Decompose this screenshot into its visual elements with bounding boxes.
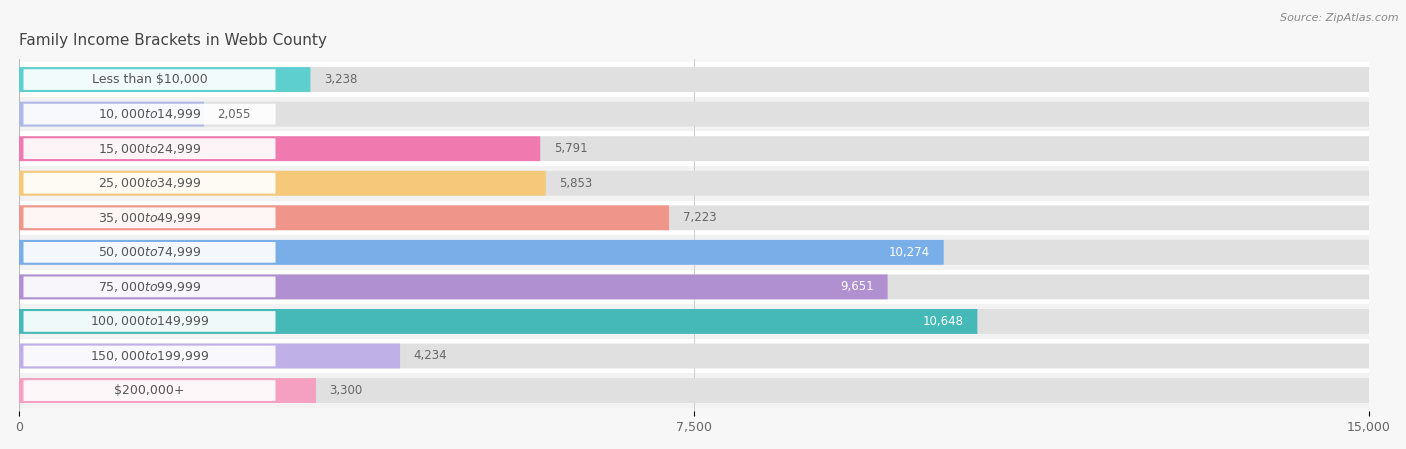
FancyBboxPatch shape (20, 101, 204, 127)
Text: Source: ZipAtlas.com: Source: ZipAtlas.com (1281, 13, 1399, 23)
Bar (20, 373, 1369, 408)
Text: Less than $10,000: Less than $10,000 (91, 73, 207, 86)
Text: 7,223: 7,223 (682, 211, 716, 224)
Text: 3,300: 3,300 (329, 384, 363, 397)
FancyBboxPatch shape (20, 240, 943, 265)
FancyBboxPatch shape (20, 309, 977, 334)
Bar (20, 339, 1369, 373)
FancyBboxPatch shape (20, 309, 1369, 334)
Text: $10,000 to $14,999: $10,000 to $14,999 (98, 107, 201, 121)
FancyBboxPatch shape (20, 136, 540, 161)
Bar (20, 304, 1369, 339)
FancyBboxPatch shape (20, 171, 546, 196)
FancyBboxPatch shape (24, 380, 276, 401)
Text: 9,651: 9,651 (841, 280, 875, 293)
FancyBboxPatch shape (24, 138, 276, 159)
Text: $150,000 to $199,999: $150,000 to $199,999 (90, 349, 209, 363)
FancyBboxPatch shape (24, 69, 276, 90)
FancyBboxPatch shape (20, 378, 1369, 403)
FancyBboxPatch shape (24, 311, 276, 332)
FancyBboxPatch shape (20, 67, 1369, 92)
FancyBboxPatch shape (24, 207, 276, 228)
FancyBboxPatch shape (20, 67, 311, 92)
FancyBboxPatch shape (24, 346, 276, 366)
FancyBboxPatch shape (20, 101, 1369, 127)
Text: 10,274: 10,274 (889, 246, 931, 259)
FancyBboxPatch shape (24, 242, 276, 263)
FancyBboxPatch shape (20, 205, 669, 230)
Text: 2,055: 2,055 (218, 108, 250, 121)
FancyBboxPatch shape (24, 277, 276, 297)
FancyBboxPatch shape (20, 378, 316, 403)
Bar (20, 97, 1369, 132)
Bar (20, 62, 1369, 97)
Bar (20, 201, 1369, 235)
Text: $100,000 to $149,999: $100,000 to $149,999 (90, 314, 209, 328)
FancyBboxPatch shape (20, 136, 1369, 161)
Text: 5,853: 5,853 (560, 177, 592, 190)
Bar (20, 166, 1369, 201)
FancyBboxPatch shape (20, 274, 887, 299)
Text: $200,000+: $200,000+ (114, 384, 184, 397)
Text: $25,000 to $34,999: $25,000 to $34,999 (98, 176, 201, 190)
Text: 4,234: 4,234 (413, 349, 447, 362)
Bar (20, 132, 1369, 166)
Text: $50,000 to $74,999: $50,000 to $74,999 (98, 245, 201, 260)
Bar (20, 235, 1369, 269)
FancyBboxPatch shape (20, 171, 1369, 196)
Text: $35,000 to $49,999: $35,000 to $49,999 (98, 211, 201, 225)
FancyBboxPatch shape (20, 205, 1369, 230)
Text: 10,648: 10,648 (922, 315, 965, 328)
FancyBboxPatch shape (20, 343, 401, 369)
FancyBboxPatch shape (20, 240, 1369, 265)
FancyBboxPatch shape (24, 173, 276, 194)
Text: 3,238: 3,238 (323, 73, 357, 86)
FancyBboxPatch shape (20, 343, 1369, 369)
Text: 5,791: 5,791 (554, 142, 588, 155)
Text: Family Income Brackets in Webb County: Family Income Brackets in Webb County (20, 33, 326, 48)
FancyBboxPatch shape (24, 104, 276, 124)
Text: $75,000 to $99,999: $75,000 to $99,999 (98, 280, 201, 294)
FancyBboxPatch shape (20, 274, 1369, 299)
Text: $15,000 to $24,999: $15,000 to $24,999 (98, 142, 201, 156)
Bar (20, 269, 1369, 304)
